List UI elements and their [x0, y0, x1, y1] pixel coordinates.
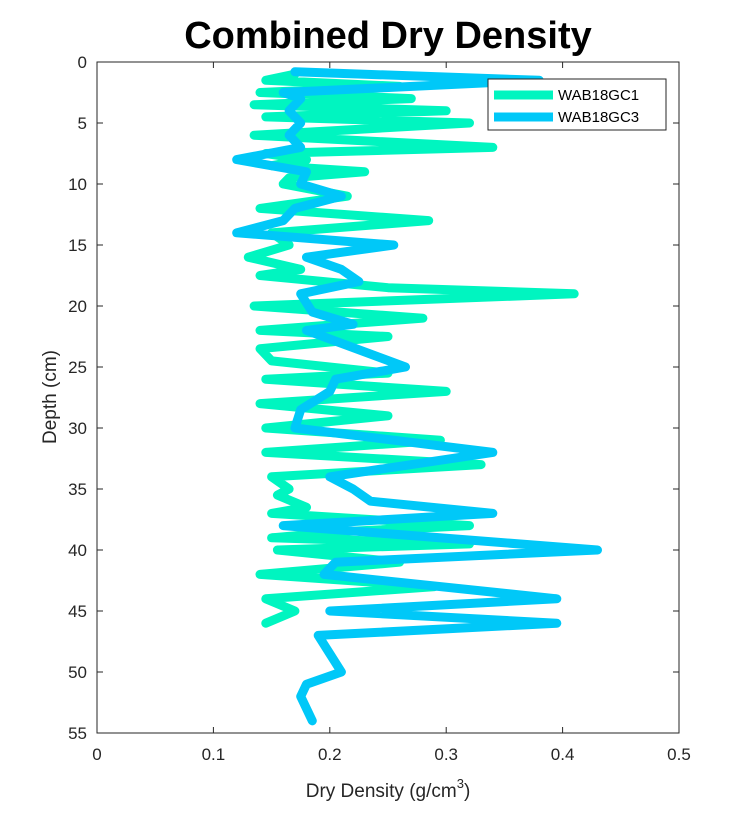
y-tick-label: 50: [68, 663, 87, 682]
y-tick-label: 30: [68, 419, 87, 438]
y-tick-label: 40: [68, 541, 87, 560]
legend: WAB18GC1 WAB18GC3: [487, 78, 667, 131]
y-tick-label: 10: [68, 175, 87, 194]
series-line-wab18gc3: [232, 67, 602, 726]
series-layer: [232, 67, 602, 726]
x-axis: 0 0.1 0.2 0.3 0.4 0.5: [92, 62, 691, 764]
y-tick-label: 25: [68, 358, 87, 377]
legend-label-wab18gc1: WAB18GC1: [558, 87, 639, 104]
x-axis-label-main: Dry Density (g/cm: [306, 781, 457, 802]
y-tick-label: 15: [68, 236, 87, 255]
x-tick-label: 0.5: [667, 745, 691, 764]
x-axis-label: Dry Density (g/cm3): [306, 776, 471, 802]
y-tick-label: 35: [68, 480, 87, 499]
y-tick-label: 20: [68, 297, 87, 316]
x-tick-label: 0.3: [434, 745, 458, 764]
x-tick-label: 0.2: [318, 745, 342, 764]
y-axis-label: Depth (cm): [40, 350, 61, 444]
chart-title: Combined Dry Density: [184, 15, 592, 57]
y-tick-label: 5: [78, 114, 87, 133]
x-tick-label: 0.4: [551, 745, 575, 764]
x-axis-label-suffix: ): [464, 781, 470, 802]
y-tick-label: 45: [68, 602, 87, 621]
legend-label-wab18gc3: WAB18GC3: [558, 109, 639, 126]
y-tick-label: 55: [68, 724, 87, 743]
x-tick-label: 0.1: [202, 745, 226, 764]
y-tick-label: 0: [78, 53, 87, 72]
x-axis-label-superscript: 3: [457, 776, 464, 791]
y-axis: 0 5 10 15 20 25 30 35 40 45 50 55: [68, 53, 679, 743]
x-tick-label: 0: [92, 745, 101, 764]
